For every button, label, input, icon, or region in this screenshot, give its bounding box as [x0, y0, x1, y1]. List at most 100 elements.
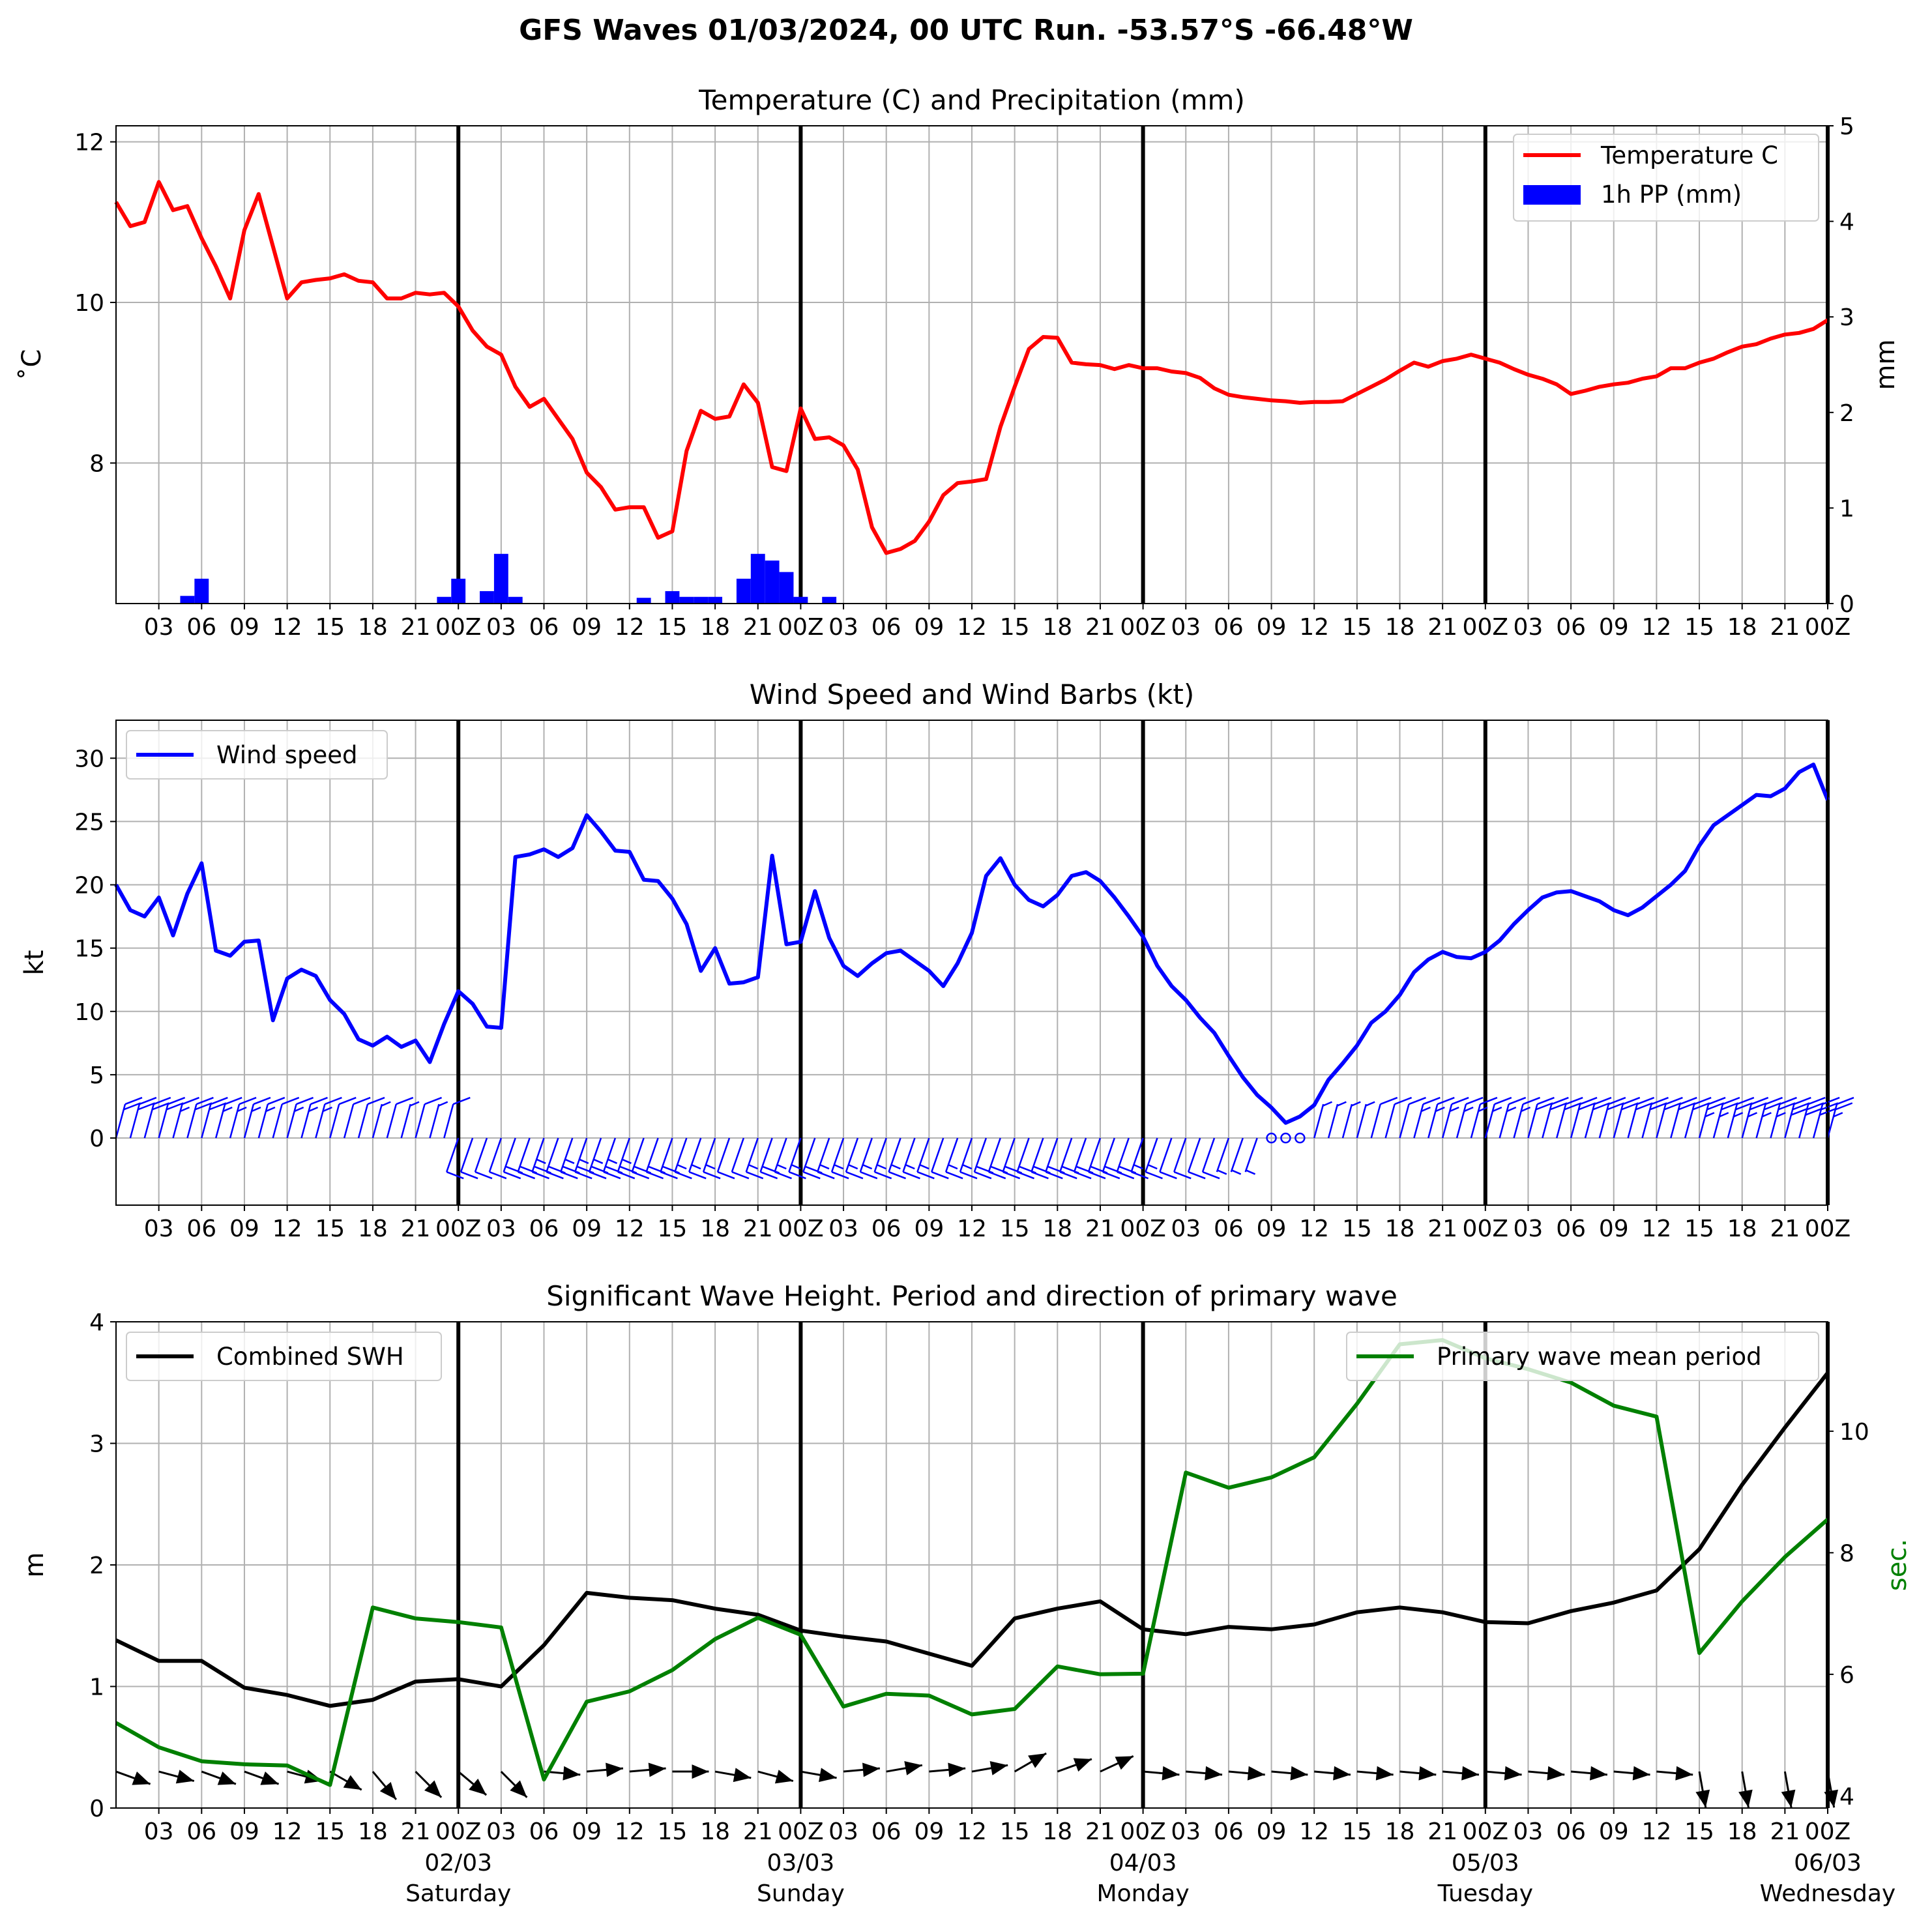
x-tick-label: 06	[1556, 1216, 1586, 1242]
wind-barb-staff	[931, 1137, 944, 1173]
wind-barb-half-feather	[1833, 1112, 1843, 1118]
wind-barb-feather	[1592, 1102, 1611, 1111]
wind-barb-feather	[1437, 1096, 1455, 1105]
precip-bars	[180, 553, 837, 604]
wind-y-axis-label: kt	[20, 950, 50, 976]
wind-barb-feather	[1159, 1171, 1177, 1180]
x-tick-label: 09	[229, 614, 259, 641]
x-tick-label: 18	[1385, 614, 1415, 641]
wind-barb-staff	[1784, 1103, 1795, 1139]
x-tick-label: 03	[144, 1818, 174, 1845]
x-tick-label: 18	[1727, 614, 1757, 641]
wind-barb-staff	[959, 1137, 973, 1173]
wave-arrow-head	[862, 1762, 880, 1777]
x-tick-label: 15	[658, 1818, 688, 1845]
wind-barb-feather	[1508, 1096, 1527, 1105]
wind-barb-feather	[660, 1171, 678, 1180]
wind-barb-feather	[646, 1171, 664, 1180]
x-day-name-label: Monday	[1097, 1880, 1190, 1907]
wind-barb-feather	[1188, 1171, 1206, 1180]
wave-arrow-head	[1418, 1766, 1437, 1781]
x-tick-label: 21	[1085, 614, 1115, 641]
x-date-label: 05/03	[1452, 1850, 1519, 1876]
x-tick-label: 18	[700, 1818, 730, 1845]
y2-tick-label: 6	[1839, 1662, 1854, 1689]
x-day-name-label: Sunday	[757, 1880, 845, 1907]
wind-barb-half-feather	[919, 1163, 929, 1170]
wave-arrow-head	[648, 1762, 666, 1777]
wind-panel-title: Wind Speed and Wind Barbs (kt)	[750, 678, 1194, 710]
wind-barb-half-feather	[1449, 1106, 1459, 1113]
wind-barb-feather	[817, 1171, 835, 1180]
wind-barb-feather	[1721, 1102, 1739, 1111]
wind-barb-staff	[1641, 1103, 1652, 1139]
wind-barb-feather	[1394, 1096, 1412, 1105]
wind-barb-feather	[546, 1171, 564, 1180]
wind-barb-feather	[1693, 1096, 1712, 1105]
wind-barb-staff	[588, 1137, 602, 1173]
wind-barb-staff	[731, 1137, 745, 1173]
wave-arrow-head	[692, 1764, 709, 1779]
wind-barb-feather	[1637, 1096, 1655, 1105]
wind-barb-staff	[214, 1103, 226, 1139]
wind-barb-staff	[888, 1137, 901, 1173]
wind-barb-staff	[1384, 1103, 1396, 1139]
wind-barb-feather	[452, 1096, 471, 1105]
precip-bar	[793, 596, 808, 604]
x-tick-label: 00Z	[435, 1216, 481, 1242]
wind-barb-half-feather	[948, 1163, 958, 1170]
x-tick-label: 00Z	[435, 614, 481, 641]
wind-barb-staff	[859, 1137, 873, 1173]
y-tick-label: 4	[89, 1309, 104, 1336]
wind-barb-half-feather	[1323, 1101, 1332, 1107]
wind-barb-half-feather	[237, 1106, 247, 1113]
y-tick-label: 20	[74, 873, 104, 899]
wave-arrow-head	[1675, 1766, 1693, 1781]
wind-barb-staff	[1741, 1103, 1752, 1139]
wind-barb-staff	[1031, 1137, 1044, 1173]
wind-barb-feather	[1736, 1096, 1755, 1105]
wind-barb-staff	[631, 1137, 645, 1173]
x-tick-label: 15	[1342, 614, 1372, 641]
wind-barb-feather	[1622, 1096, 1641, 1105]
legend-precip-swatch	[1523, 185, 1581, 205]
period-y-axis-label: sec.	[1882, 1539, 1912, 1591]
wind-barb-staff	[300, 1103, 312, 1139]
tick-labels: 03 06 09 12 15 18 21 00Z 03 06 09 12 15 18 21 00Z 03 06 09…	[74, 113, 1854, 641]
wind-barb-staff	[1102, 1137, 1116, 1173]
wind-barb-staff	[286, 1103, 297, 1139]
wind-barb-feather	[1793, 1096, 1811, 1105]
wind-barb-half-feather	[1705, 1112, 1715, 1118]
wind-barb-staff	[1216, 1137, 1230, 1173]
wind-barb-feather	[1451, 1096, 1469, 1105]
wind-barb-half-feather	[1521, 1106, 1531, 1113]
wind-barb-half-feather	[536, 1158, 546, 1164]
wind-barb-staff	[1456, 1103, 1467, 1139]
wind-barb-staff	[602, 1137, 617, 1173]
x-tick-label: 18	[1727, 1818, 1757, 1845]
x-tick-label: 09	[914, 1216, 944, 1242]
wind-barb-half-feather	[1365, 1101, 1375, 1107]
wind-barb-calm	[1280, 1132, 1291, 1144]
wave-arrow-head	[819, 1768, 837, 1783]
wind-barb-staff	[1570, 1103, 1581, 1139]
wind-barb-feather	[760, 1171, 778, 1180]
wind-barb-half-feather	[1420, 1106, 1431, 1113]
x-tick-label: 12	[1641, 614, 1671, 641]
wind-barb-staff	[674, 1137, 688, 1173]
precip-bar	[480, 591, 494, 604]
x-tick-label: 15	[315, 614, 345, 641]
x-tick-label: 15	[1684, 1818, 1714, 1845]
wave-arrow-head	[1781, 1789, 1796, 1808]
precip-bar	[750, 553, 765, 604]
wind-barb-feather	[1003, 1171, 1021, 1180]
x-tick-label: 15	[1342, 1818, 1372, 1845]
wind-barb-feather	[239, 1096, 257, 1105]
x-tick-label: 15	[658, 1216, 688, 1242]
x-tick-label: 00Z	[1463, 1216, 1508, 1242]
wave-arrow-head	[948, 1762, 966, 1777]
wind-barb-feather	[123, 1102, 141, 1111]
wind-barb-staff	[115, 1103, 126, 1139]
wind-barb-staff	[574, 1137, 588, 1173]
wind-barb-feather	[1821, 1102, 1839, 1111]
